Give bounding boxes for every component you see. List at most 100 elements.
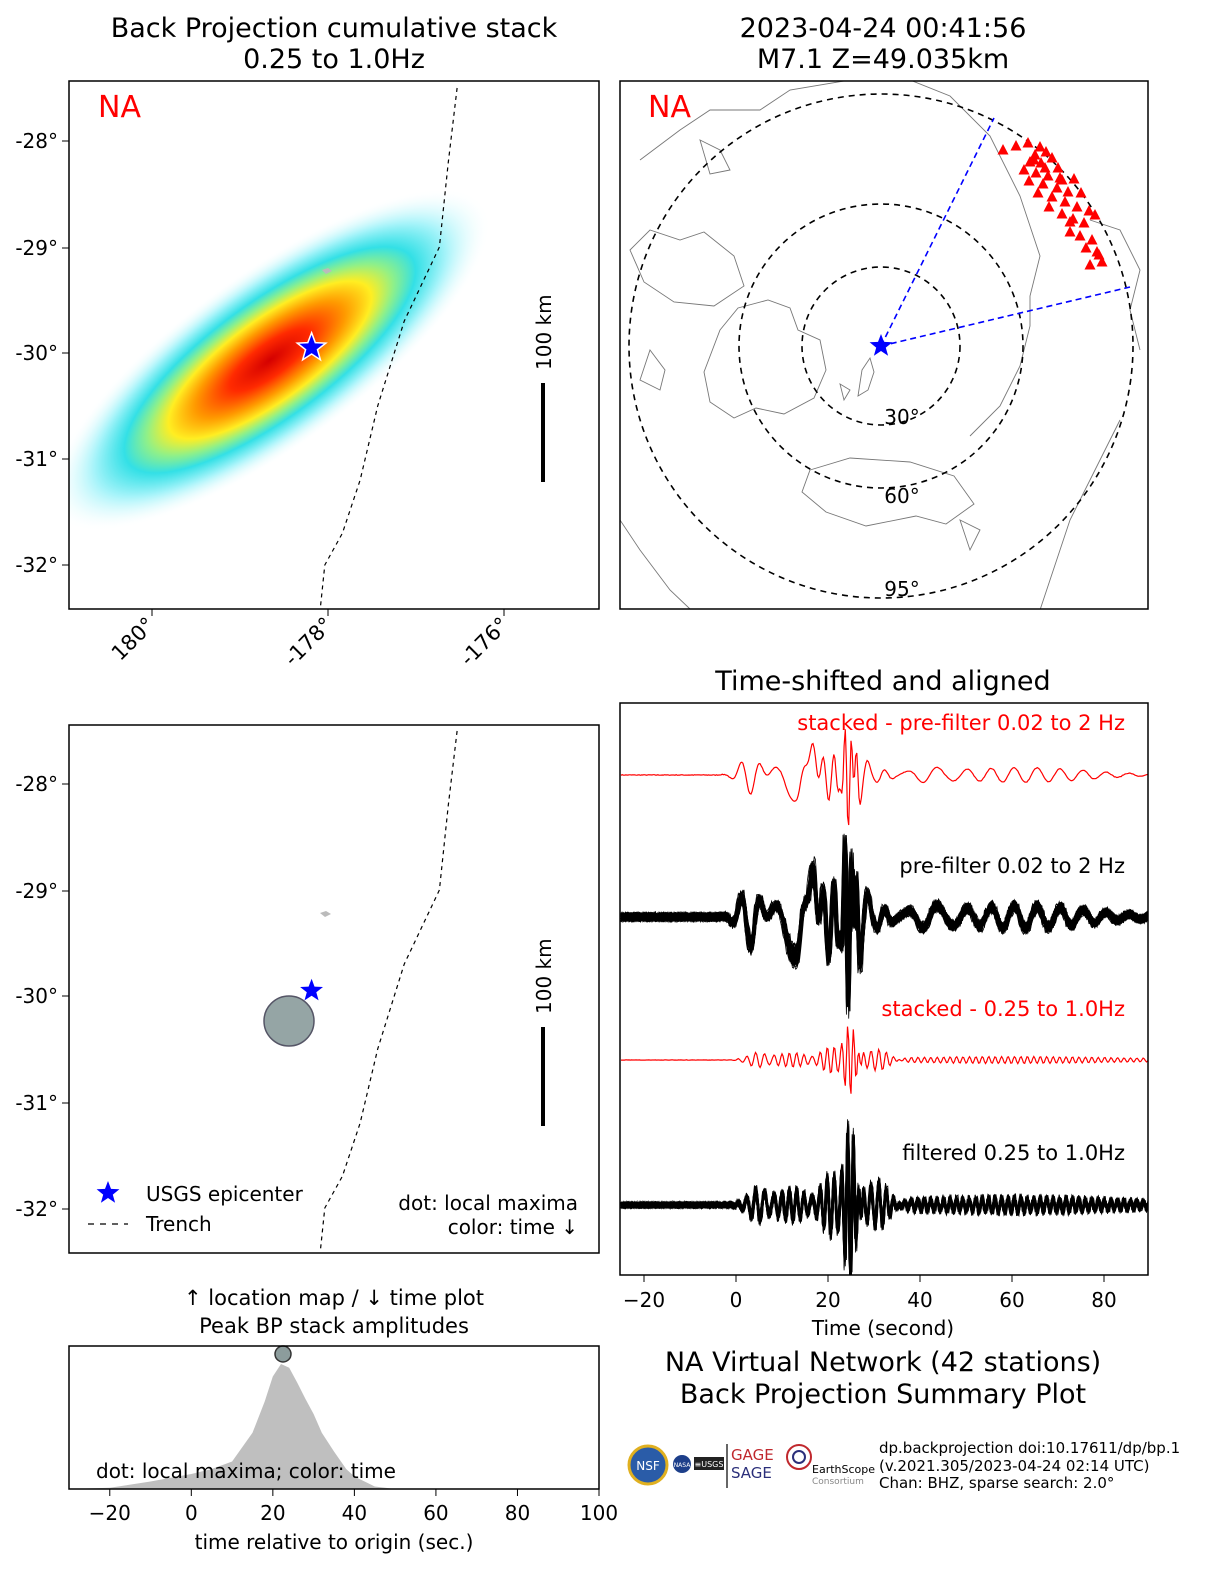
x-tick-label: 60: [423, 1501, 448, 1525]
wave-x-ticks: −20 0 20 40 60 80: [623, 1275, 1117, 1312]
x-tick-label: 40: [907, 1288, 932, 1312]
station-triangle: [1034, 141, 1046, 152]
gage-logo: GAGE: [731, 1446, 774, 1464]
peak-amplitude-area: [69, 1364, 599, 1489]
x-tick-label: 40: [342, 1501, 367, 1525]
map-frame: [619, 80, 1149, 610]
map-title-2: M7.1 Z=49.035km: [757, 44, 1009, 75]
x-tick-label: 80: [505, 1501, 530, 1525]
trench-line: [319, 87, 458, 608]
loc-frame: [68, 724, 600, 1254]
station-triangle: [1046, 191, 1058, 202]
station-triangle: [1032, 187, 1044, 198]
loc-note-2: color: time ↓: [448, 1215, 578, 1239]
label-stack-filt: stacked - 0.25 to 1.0Hz: [881, 997, 1125, 1021]
station-triangle: [1071, 201, 1083, 212]
island-shape: [322, 268, 332, 274]
station-triangle: [1039, 162, 1051, 173]
nsf-logo-text: NSF: [636, 1459, 660, 1473]
coastlines: [620, 81, 1141, 609]
station-triangle: [1096, 256, 1108, 267]
label-filt: filtered 0.25 to 1.0Hz: [902, 1141, 1125, 1165]
station-raw-trace: [620, 849, 1148, 999]
epicenter-star: [869, 334, 893, 356]
station-triangle: [1080, 242, 1092, 253]
distance-ring: [738, 203, 1024, 489]
y-tick-label: -28°: [15, 772, 58, 796]
peak-note: dot: local maxima; color: time: [96, 1459, 396, 1483]
station-triangle: [1022, 137, 1034, 148]
station-triangle: [1029, 149, 1041, 160]
ring-label-30: 30°: [884, 405, 919, 429]
legend: USGS epicenter Trench: [88, 1181, 304, 1236]
x-tick-label: -176°: [455, 613, 513, 671]
y-tick-label: -32°: [15, 1197, 58, 1221]
station-triangle: [1043, 201, 1055, 212]
station-triangle: [1059, 196, 1071, 207]
bp-title-2: 0.25 to 1.0Hz: [243, 44, 425, 75]
label-stack-raw: stacked - pre-filter 0.02 to 2 Hz: [797, 711, 1125, 735]
peak-frame: [68, 1345, 600, 1490]
loc-y-ticks: -28° -29° -30° -31° -32°: [15, 772, 69, 1221]
x-tick-label: 0: [730, 1288, 743, 1312]
earthscope-logo-inner: [792, 1450, 806, 1464]
bp-stack-panel: Back Projection cumulative stack 0.25 to…: [15, 13, 600, 671]
nasa-logo-text: NASA: [674, 1462, 692, 1469]
epicenter-star: [300, 978, 323, 1001]
station-triangle: [1037, 178, 1049, 189]
wave-frame: [619, 702, 1149, 1276]
peak-title-1: ↑ location map / ↓ time plot: [184, 1286, 484, 1310]
y-tick-label: -29°: [15, 879, 58, 903]
station-triangle: [1084, 259, 1096, 270]
x-tick-label: 180°: [107, 613, 160, 666]
y-tick-label: -31°: [15, 447, 58, 471]
station-triangle: [1028, 154, 1040, 165]
bp-y-ticks: -28° -29° -30° -31° -32°: [15, 129, 69, 577]
station-triangle: [1051, 182, 1063, 193]
map-title-1: 2023-04-24 00:41:56: [740, 13, 1027, 44]
station-triangle: [1042, 170, 1054, 181]
station-triangle: [1078, 217, 1090, 228]
epicenter-star: [295, 330, 328, 362]
y-tick-label: -31°: [15, 1091, 58, 1115]
station-triangle: [997, 144, 1009, 155]
island-shape: [320, 911, 331, 917]
loc-note-1: dot: local maxima: [398, 1191, 578, 1215]
logos: NSF NASA ≡USGS GAGE SAGE EarthScope Cons…: [627, 1444, 875, 1488]
distance-ring: [628, 93, 1134, 599]
azimuth-line: [880, 117, 995, 347]
station-triangle: [1018, 164, 1030, 175]
station-triangle: [1064, 216, 1076, 227]
bp-frame: [68, 80, 600, 610]
earthscope-logo-sub: Consortium: [812, 1477, 864, 1487]
local-maxima-dot: [263, 995, 315, 1047]
bp-title-1: Back Projection cumulative stack: [111, 13, 558, 44]
nasa-logo: [673, 1455, 691, 1473]
station-triangle: [1074, 230, 1086, 241]
stacked-filtered-trace: [621, 1026, 1148, 1094]
station-triangle: [1064, 226, 1076, 237]
nsf-logo: [627, 1444, 669, 1486]
earthscope-logo: [786, 1444, 812, 1470]
label-raw: pre-filter 0.02 to 2 Hz: [899, 854, 1125, 878]
peak-dot: [274, 1345, 292, 1363]
usgs-logo-text: ≡USGS: [695, 1460, 724, 1469]
legend-trench-label: Trench: [145, 1212, 212, 1236]
station-triangle: [1010, 140, 1022, 151]
x-tick-label: 80: [1091, 1288, 1116, 1312]
station-triangle: [1052, 162, 1064, 173]
station-triangle: [1030, 167, 1042, 178]
distance-rings: [628, 93, 1134, 599]
waveform-traces: [620, 729, 1148, 1275]
x-tick-label: 20: [815, 1288, 840, 1312]
peak-xlabel: time relative to origin (sec.): [195, 1530, 474, 1554]
location-map-panel: 100 km -28° -29° -30° -31° -32° USGS epi…: [15, 724, 600, 1254]
stacked-raw-trace: [620, 729, 1148, 826]
station-triangle: [1056, 208, 1068, 219]
scale-bar-label: 100 km: [532, 938, 556, 1014]
footer-line-1: dp.backprojection doi:10.17611/dp/bp.1: [879, 1439, 1180, 1457]
peak-amplitude-panel: ↑ location map / ↓ time plot Peak BP sta…: [68, 1286, 618, 1554]
x-tick-label: −20: [89, 1501, 131, 1525]
station-markers: [997, 137, 1108, 270]
x-tick-label: −20: [623, 1288, 665, 1312]
